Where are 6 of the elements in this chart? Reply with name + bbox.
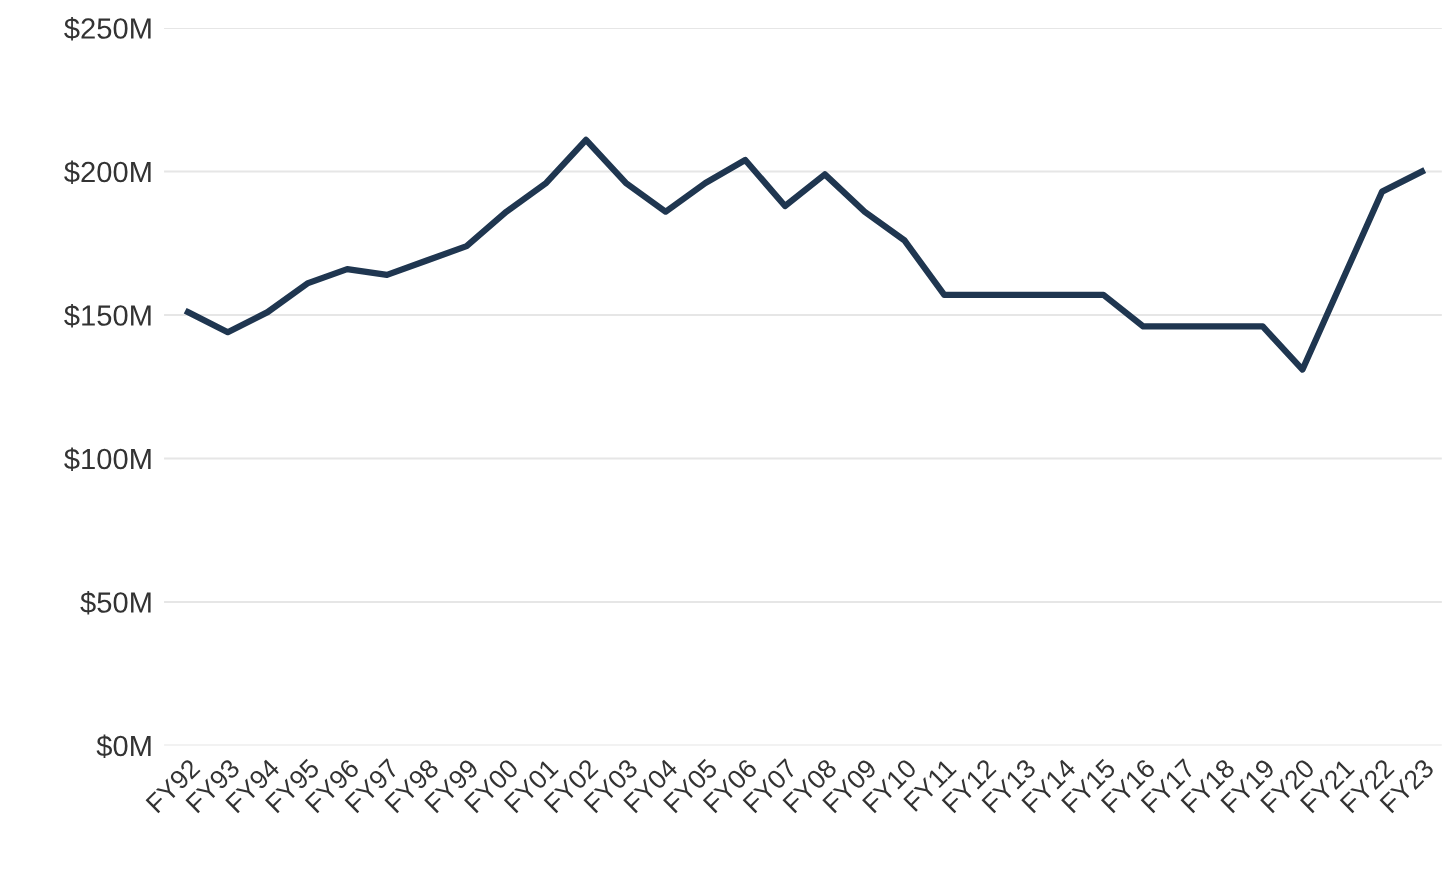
y-tick-label: $200M [64, 160, 151, 185]
y-tick-label: $100M [64, 447, 151, 472]
y-tick-label: $250M [64, 16, 151, 41]
y-tick-label: $0M [96, 734, 151, 759]
y-tick-label: $50M [80, 590, 151, 615]
y-tick-label: $150M [64, 303, 151, 328]
